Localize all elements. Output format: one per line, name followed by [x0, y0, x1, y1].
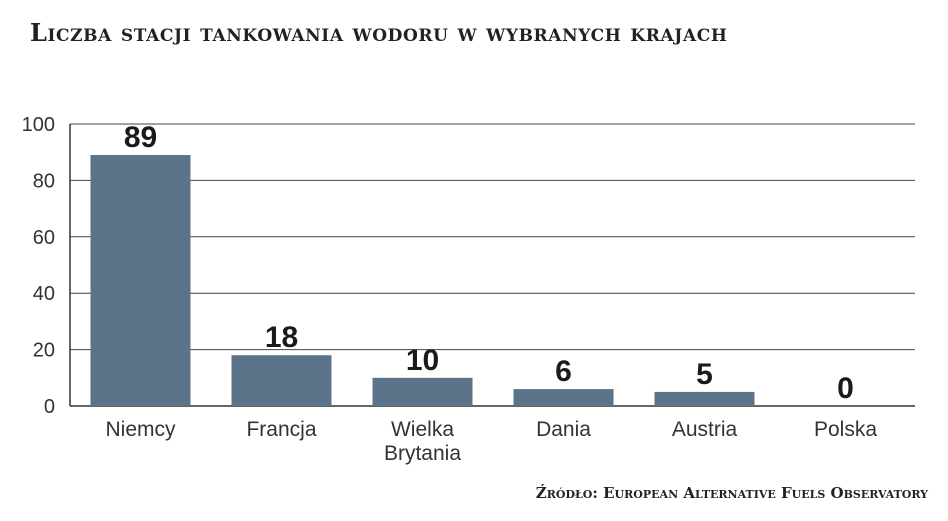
x-tick-label: Dania	[536, 418, 591, 441]
bar	[90, 155, 191, 406]
bars	[90, 155, 755, 406]
data-label: 89	[124, 121, 157, 154]
data-label: 10	[406, 344, 439, 377]
bar	[513, 389, 614, 406]
bar	[231, 355, 332, 406]
data-label: 5	[696, 358, 713, 391]
chart-title: Liczba stacji tankowania wodoru w wybran…	[30, 18, 728, 47]
source-note: Źródło: European Alternative Fuels Obser…	[535, 484, 928, 502]
axes	[69, 124, 915, 407]
x-tick-label: Austria	[672, 418, 738, 441]
y-tick-label: 80	[33, 170, 55, 192]
x-tick-label: Francja	[246, 418, 316, 441]
y-tick-label: 40	[33, 283, 55, 305]
y-tick-label: 100	[22, 114, 55, 136]
bar	[372, 377, 473, 406]
bar	[654, 391, 755, 406]
y-tick-label: 0	[44, 396, 55, 418]
y-tick-label: 60	[33, 227, 55, 249]
data-label: 18	[265, 321, 298, 354]
y-tick-label: 20	[33, 340, 55, 362]
x-tick-label: Polska	[814, 418, 877, 441]
x-tick-label: Wielka Brytania	[384, 418, 461, 465]
x-tick-label: Niemcy	[105, 418, 176, 441]
data-label: 6	[555, 355, 572, 388]
gridlines	[70, 123, 915, 351]
data-label: 0	[837, 372, 854, 405]
